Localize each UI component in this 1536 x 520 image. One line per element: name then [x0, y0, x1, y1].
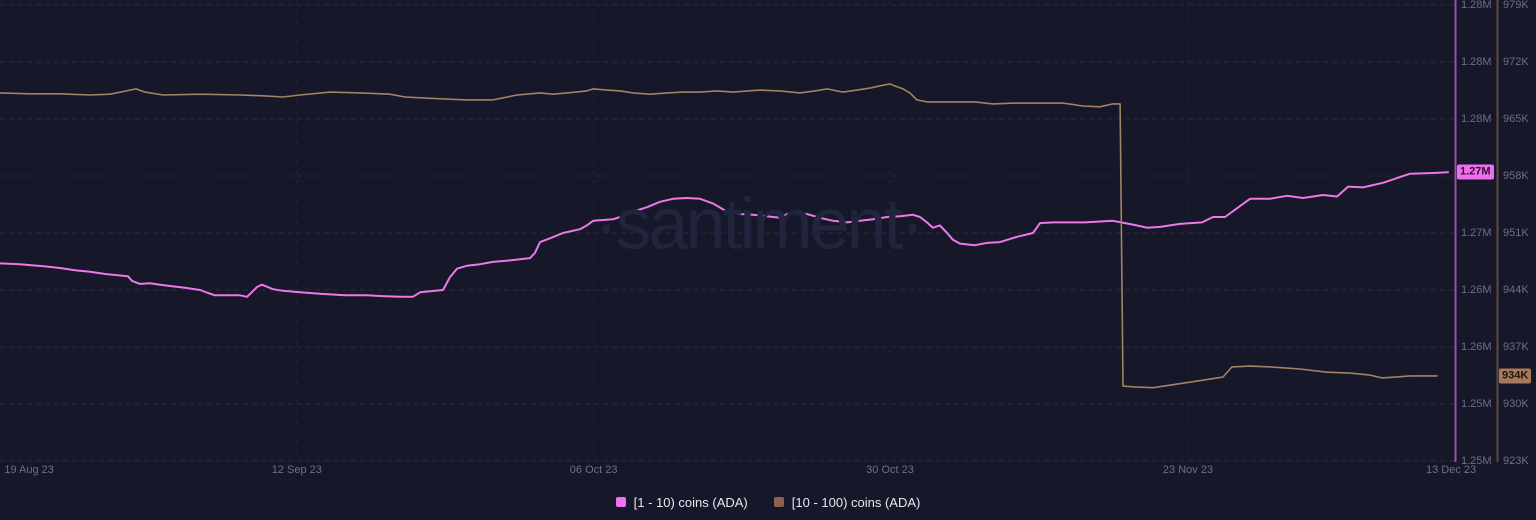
series-line-0[interactable] — [0, 171, 1449, 298]
current-value-badge-left: 1.27M — [1457, 164, 1494, 180]
y-tick-left: 1.25M — [1461, 455, 1492, 467]
legend-item-1-10-coins[interactable]: [1 - 10) coins (ADA) — [615, 494, 748, 510]
legend-swatch-pink-icon — [615, 497, 626, 507]
y-tick-left: 1.25M — [1461, 398, 1492, 410]
x-axis-label: 19 Aug 23 — [4, 464, 54, 476]
x-axis-label: 06 Oct 23 — [569, 464, 618, 476]
y-tick-right: 958K — [1503, 170, 1529, 182]
y-tick-right: 951K — [1503, 227, 1529, 239]
x-axis-label: 13 Dec 23 — [1425, 464, 1477, 476]
y-tick-left: 1.26M — [1461, 284, 1492, 296]
y-tick-right: 965K — [1503, 113, 1529, 125]
x-axis-label: 23 Nov 23 — [1162, 464, 1214, 476]
y-tick-right: 944K — [1503, 284, 1529, 296]
x-axis-label: 12 Sep 23 — [271, 464, 322, 476]
y-tick-right: 937K — [1503, 341, 1529, 353]
legend-label: [10 - 100) coins (ADA) — [791, 494, 921, 510]
y-tick-left: 1.28M — [1461, 56, 1492, 68]
y-tick-left: 1.28M — [1461, 0, 1492, 11]
y-tick-left: 1.28M — [1461, 113, 1492, 125]
legend-swatch-brown-icon — [773, 497, 784, 507]
x-axis-label: 30 Oct 23 — [866, 464, 914, 476]
legend: [1 - 10) coins (ADA) [10 - 100) coins (A… — [0, 492, 1536, 512]
legend-label: [1 - 10) coins (ADA) — [633, 494, 748, 510]
y-tick-left: 1.27M — [1461, 227, 1492, 239]
legend-item-10-100-coins[interactable]: [10 - 100) coins (ADA) — [773, 494, 921, 510]
y-tick-right: 979K — [1503, 0, 1529, 11]
y-tick-left: 1.26M — [1461, 341, 1492, 353]
current-value-badge-right: 934K — [1499, 368, 1532, 384]
y-tick-right: 923K — [1503, 455, 1529, 467]
y-tick-right: 972K — [1503, 56, 1529, 68]
series-line-1[interactable] — [0, 83, 1438, 389]
y-tick-right: 930K — [1503, 398, 1529, 410]
